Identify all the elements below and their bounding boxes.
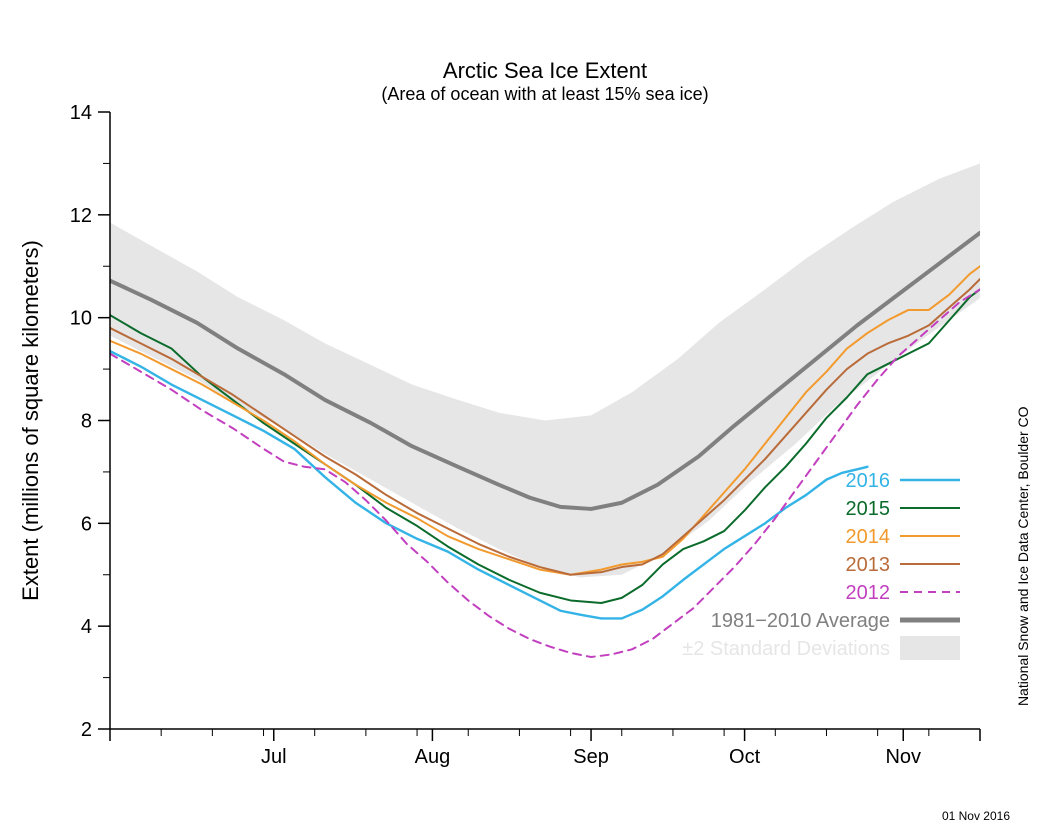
y-tick-label: 2 [81,719,92,741]
legend-label: 2015 [846,498,891,520]
legend-label: 2014 [846,526,891,548]
chart-container: 2 4 6 8 10 12 14 Jul Aug Sep Oct Nov Arctic Sea Ice … [0,0,1050,840]
x-tick-label: Nov [885,746,921,768]
y-tick-label: 10 [70,308,92,330]
legend-label: 1981−2010 Average [711,610,890,632]
legend-label: 2016 [846,470,891,492]
attribution-text: National Snow and Ice Data Center, Bould… [1015,406,1031,706]
x-tick-label: Aug [415,746,451,768]
date-stamp: 01 Nov 2016 [942,809,1010,823]
legend-label: ±2 Standard Deviations [682,638,890,660]
chart-title: Arctic Sea Ice Extent [443,58,647,83]
x-tick-label: Sep [573,746,609,768]
y-tick-label: 6 [81,513,92,535]
legend-sample-swatch [900,636,960,660]
y-tick-label: 12 [70,205,92,227]
legend-label: 2012 [846,582,891,604]
y-axis-label: Extent (millions of square kilometers) [18,240,43,601]
chart-subtitle: (Area of ocean with at least 15% sea ice… [381,84,708,104]
y-tick-label: 4 [81,616,92,638]
x-tick-label: Jul [261,746,287,768]
x-tick-label: Oct [729,746,761,768]
y-tick-label: 14 [70,102,92,124]
chart-svg: 2 4 6 8 10 12 14 Jul Aug Sep Oct Nov Arctic Sea Ice … [0,0,1050,840]
y-tick-label: 8 [81,411,92,433]
legend-label: 2013 [846,554,891,576]
